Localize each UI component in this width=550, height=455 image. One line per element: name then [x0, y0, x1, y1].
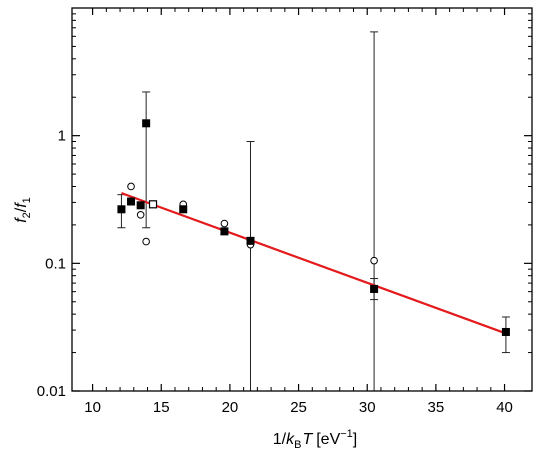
x-tick-label: 30	[359, 399, 376, 416]
data-point-filled-square	[370, 284, 379, 293]
data-point-open-circle	[142, 237, 150, 246]
error-bars	[117, 31, 510, 391]
x-tick-label: 10	[84, 399, 101, 416]
y-tick-label: 0.1	[45, 255, 66, 272]
y-axis-label: f2/f1	[13, 197, 33, 223]
y-tick-label: 0.01	[37, 383, 66, 400]
x-tick-label: 40	[496, 399, 513, 416]
data-markers	[117, 119, 510, 336]
y-tick-labels: 0.01 0.1 1	[37, 128, 66, 400]
data-point-filled-square	[117, 205, 126, 214]
y-tick-label: 1	[58, 128, 66, 145]
data-point-open-circle	[370, 256, 378, 265]
data-point-open-circle	[220, 219, 229, 228]
data-point-filled-square	[142, 119, 151, 128]
data-point-filled-square	[246, 236, 255, 245]
x-tick-label: 35	[428, 399, 445, 416]
data-point-filled-square	[127, 197, 136, 206]
data-point-open-circle	[127, 182, 135, 191]
data-point-filled-square	[220, 227, 229, 236]
x-tick-label: 20	[222, 399, 239, 416]
x-axis-label: 1/kBT [eV−1]	[273, 428, 357, 451]
axis-ticks	[72, 8, 532, 392]
data-point-filled-square	[136, 201, 145, 210]
x-tick-labels: 10 15 20 25 30 35 40	[84, 399, 513, 416]
x-tick-label: 25	[290, 399, 307, 416]
fit-line	[121, 192, 508, 335]
data-point-filled-square	[179, 205, 188, 214]
x-tick-label: 15	[153, 399, 170, 416]
data-point-open-square	[148, 200, 158, 209]
data-point-open-circle	[136, 210, 145, 219]
data-point-filled-square	[501, 327, 510, 336]
plot-frame	[71, 7, 533, 392]
